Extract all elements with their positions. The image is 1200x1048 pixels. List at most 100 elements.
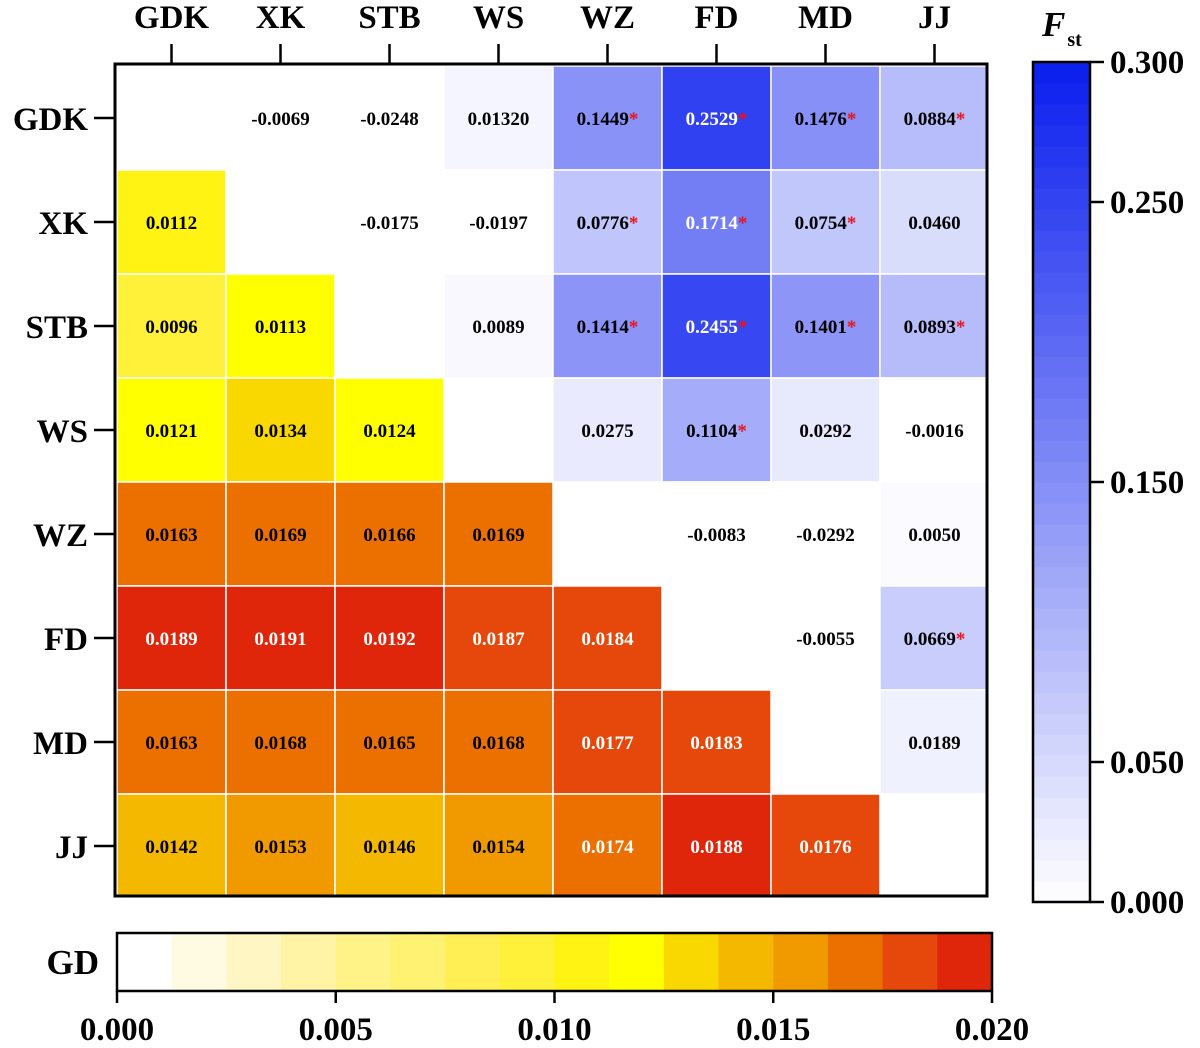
gd-colorbar-band: [663, 933, 720, 991]
significance-marker: *: [956, 629, 966, 650]
cell-value-GDK-WZ: 0.1449*: [577, 109, 639, 130]
row-label-WZ: WZ: [33, 518, 88, 554]
cell-value-FD-WS: 0.0187: [472, 629, 525, 650]
cell-value-XK-WS: -0.0197: [469, 213, 528, 234]
cell-value-WS-XK: 0.0134: [254, 421, 307, 442]
fst-tick-label: 0.300: [1110, 45, 1184, 81]
gd-colorbar-band: [281, 933, 337, 991]
cell-value-WZ-MD: -0.0292: [796, 525, 855, 546]
cell-value-WZ-STB: 0.0166: [363, 525, 415, 546]
significance-marker: *: [629, 317, 639, 338]
cell-value-XK-JJ: 0.0460: [908, 213, 960, 234]
fst-colorbar-band: [1033, 188, 1090, 210]
fst-cell-STB-FD: [661, 273, 772, 379]
fst-tick-label: 0.000: [1110, 885, 1184, 921]
significance-marker: *: [738, 213, 748, 234]
cell-value-JJ-MD: 0.0176: [799, 837, 851, 858]
fst-colorbar-band: [1033, 713, 1090, 735]
cell-value-MD-JJ: 0.0189: [908, 733, 960, 754]
gd-colorbar-band: [117, 933, 173, 991]
significance-marker: *: [629, 213, 639, 234]
fst-colorbar-band: [1033, 650, 1090, 672]
cell-value-WS-STB: 0.0124: [363, 421, 416, 442]
fst-cell-FD-JJ: [879, 585, 990, 691]
fst-colorbar-band: [1033, 272, 1090, 294]
row-label-STB: STB: [26, 310, 88, 346]
cell-value-WZ-GDK: 0.0163: [145, 525, 197, 546]
fst-colorbar-band: [1033, 503, 1090, 525]
cell-value-XK-MD: 0.0754*: [795, 213, 857, 234]
fst-colorbar-band: [1033, 692, 1090, 714]
gd-cell-JJ-WZ: [552, 793, 663, 899]
cell-value-MD-XK: 0.0168: [254, 733, 306, 754]
fst-colorbar-band: [1033, 734, 1090, 756]
fst-cell-GDK-STB: [334, 65, 445, 171]
gd-cell-WS-XK: [225, 377, 336, 483]
fst-cell-GDK-WZ: [552, 65, 663, 171]
fst-colorbar-band: [1033, 167, 1090, 189]
fst-cell-MD-JJ: [879, 689, 990, 795]
cell-value-GDK-FD: 0.2529*: [686, 109, 748, 130]
fst-colorbar-band: [1033, 104, 1090, 126]
fst-cell-STB-WZ: [552, 273, 663, 379]
gd-colorbar-band: [554, 933, 610, 991]
cell-value-MD-GDK: 0.0163: [145, 733, 197, 754]
fst-cell-GDK-WS: [443, 65, 554, 171]
fst-colorbar-band: [1033, 440, 1090, 462]
fst-colorbar-band: [1033, 293, 1090, 315]
row-label-JJ: JJ: [55, 830, 88, 866]
cell-value-WZ-JJ: 0.0050: [908, 525, 960, 546]
fst-colorbar-band: [1033, 83, 1090, 105]
fst-colorbar-band: [1033, 419, 1090, 441]
significance-marker: *: [956, 317, 966, 338]
cell-value-MD-FD: 0.0183: [690, 733, 742, 754]
gd-cell-STB-XK: [225, 273, 336, 379]
gd-tick-label: 0.015: [736, 1012, 810, 1048]
fst-colorbar-band: [1033, 587, 1090, 609]
row-label-XK: XK: [39, 206, 89, 242]
fst-colorbar-band: [1033, 377, 1090, 399]
fst-colorbar-band: [1033, 839, 1090, 861]
cell-value-FD-WZ: 0.0184: [581, 629, 634, 650]
fst-colorbar-band: [1033, 209, 1090, 231]
gd-cell-JJ-FD: [661, 793, 772, 899]
cell-value-WS-MD: 0.0292: [799, 421, 851, 442]
gd-cell-FD-STB: [334, 585, 445, 691]
fst-colorbar-band: [1033, 545, 1090, 567]
cell-value-GDK-JJ: 0.0884*: [904, 109, 966, 130]
gd-cell-WZ-GDK: [116, 481, 227, 587]
cell-value-XK-FD: 0.1714*: [686, 213, 748, 234]
fst-colorbar-band: [1033, 629, 1090, 651]
fst-tick-label: 0.250: [1110, 185, 1184, 221]
gd-cell-JJ-MD: [770, 793, 881, 899]
fst-colorbar-band: [1033, 566, 1090, 588]
fst-cell-STB-WS: [443, 273, 554, 379]
gd-cell-MD-GDK: [116, 689, 227, 795]
gd-cell-FD-GDK: [116, 585, 227, 691]
fst-cell-FD-MD: [770, 585, 881, 691]
fst-cell-GDK-XK: [225, 65, 336, 171]
cell-value-GDK-STB: -0.0248: [360, 109, 419, 130]
cell-value-STB-GDK: 0.0096: [145, 317, 197, 338]
significance-marker: *: [738, 317, 748, 338]
fst-tick-label: 0.150: [1110, 465, 1184, 501]
fst-colorbar-band: [1033, 860, 1090, 882]
fst-cell-XK-STB: [334, 169, 445, 275]
cell-value-FD-MD: -0.0055: [796, 629, 855, 650]
significance-marker: *: [737, 421, 747, 442]
fst-colorbar: 0.000 0.050 0.150 0.250 0.300 F st: [1031, 5, 1184, 921]
cell-value-FD-STB: 0.0192: [363, 629, 415, 650]
gd-colorbar-band: [773, 933, 829, 991]
col-label-WZ: WZ: [580, 0, 635, 36]
fst-colorbar-band: [1033, 881, 1090, 903]
col-label-JJ: JJ: [918, 0, 951, 36]
fst-cell-WS-JJ: [879, 377, 990, 483]
gd-cell-JJ-GDK: [116, 793, 227, 899]
fst-cell-STB-MD: [770, 273, 881, 379]
cell-value-WZ-XK: 0.0169: [254, 525, 306, 546]
cell-value-WZ-WS: 0.0169: [472, 525, 524, 546]
col-label-GDK: GDK: [134, 0, 210, 36]
cell-value-STB-WZ: 0.1414*: [577, 317, 639, 338]
fst-cell-STB-JJ: [879, 273, 990, 379]
